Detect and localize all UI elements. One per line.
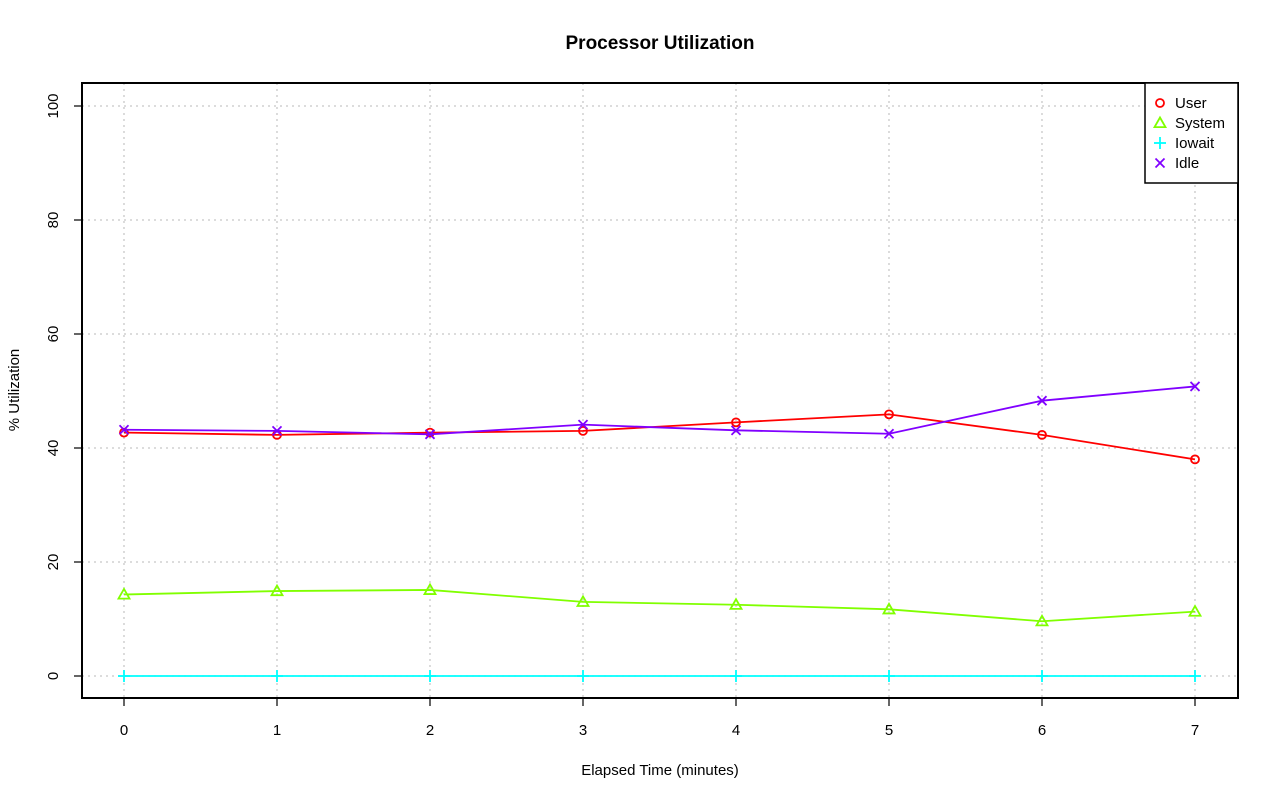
x-tick-label: 7 [1191, 722, 1199, 739]
legend-label-user: User [1175, 95, 1207, 112]
series-iowait [118, 670, 1201, 682]
y-tick-label: 80 [45, 212, 62, 229]
data-point-user [1037, 429, 1047, 440]
legend-marker-user [1155, 98, 1165, 108]
legend: User System Iowait Idle [1144, 82, 1239, 184]
series-line-idle [123, 385, 1196, 436]
data-point-iowait [118, 670, 130, 682]
data-point-iowait [1189, 670, 1201, 682]
data-point-idle [883, 428, 895, 439]
x-tick-label: 6 [1038, 722, 1046, 739]
y-tick-label: 60 [45, 326, 62, 343]
series-system [116, 582, 1203, 627]
data-point-user [578, 425, 588, 436]
legend-marker-idle [1154, 157, 1166, 169]
series-idle [118, 381, 1201, 440]
legend-marker-iowait [1154, 137, 1166, 149]
data-point-user [425, 427, 435, 438]
data-point-user [1190, 454, 1200, 465]
data-point-iowait [730, 670, 742, 682]
x-tick-label: 1 [273, 722, 281, 739]
data-point-iowait [424, 670, 436, 682]
x-tick-label: 3 [579, 722, 587, 739]
data-point-iowait [883, 670, 895, 682]
x-tick-label: 0 [120, 722, 128, 739]
series-user [119, 409, 1200, 465]
x-tick-label: 5 [885, 722, 893, 739]
x-axis-label: Elapsed Time (minutes) [581, 762, 739, 779]
series-layer [116, 381, 1203, 682]
legend-marker-system [1152, 115, 1168, 129]
data-point-iowait [577, 670, 589, 682]
legend-label-system: System [1175, 115, 1225, 132]
data-point-system [422, 582, 438, 595]
y-tick-label: 100 [45, 93, 62, 118]
legend-label-iowait: Iowait [1175, 135, 1215, 152]
data-point-idle [271, 425, 283, 437]
data-point-system [116, 587, 132, 600]
data-point-user [731, 417, 741, 428]
chart-title: Processor Utilization [566, 33, 755, 54]
data-point-system [1034, 613, 1050, 627]
legend-entry-user: User [1155, 95, 1207, 112]
data-point-system [575, 594, 591, 607]
data-point-system [881, 601, 897, 615]
grid-layer [82, 83, 1238, 698]
data-point-iowait [1036, 670, 1048, 682]
series-line-user [123, 413, 1196, 461]
data-point-idle [730, 425, 742, 436]
data-point-idle [577, 419, 589, 430]
data-point-user [884, 409, 894, 420]
data-point-system [1187, 604, 1203, 617]
data-point-idle [1036, 395, 1048, 406]
data-point-idle [1189, 381, 1201, 392]
y-tick-label: 20 [45, 554, 62, 571]
y-tick-label: 0 [45, 672, 62, 680]
plot-area-border [81, 82, 1239, 699]
legend-entry-idle: Idle [1154, 155, 1199, 172]
legend-label-idle: Idle [1175, 155, 1199, 172]
x-tick-label: 2 [426, 722, 434, 739]
series-line-system [123, 589, 1196, 623]
y-axis-label: % Utilization [6, 349, 23, 432]
data-point-idle [118, 424, 130, 435]
data-point-system [728, 597, 744, 610]
data-point-system [269, 583, 285, 597]
legend-entry-system: System [1152, 115, 1225, 132]
data-point-iowait [271, 670, 283, 682]
axes-layer: 0 1 2 3 4 5 6 7 0 20 40 60 80 100 [45, 93, 1199, 739]
data-point-idle [424, 429, 436, 440]
x-tick-label: 4 [732, 722, 740, 739]
y-tick-label: 40 [45, 440, 62, 457]
legend-entry-iowait: Iowait [1154, 135, 1215, 152]
